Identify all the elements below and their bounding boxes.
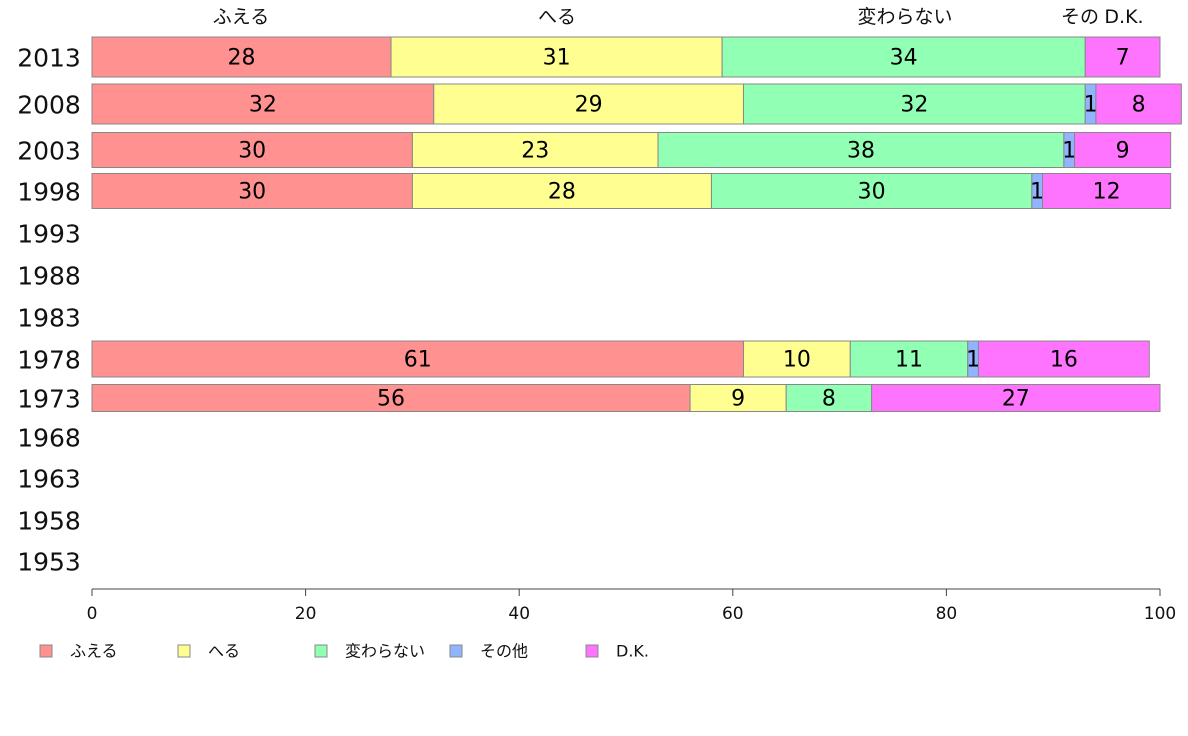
legend-swatch [449, 644, 463, 658]
x-tick-label: 40 [508, 604, 530, 624]
legend-swatch [177, 644, 191, 658]
legend-label: D.K. [616, 642, 649, 661]
legend-swatch [39, 644, 53, 658]
bar-value-label: 32 [900, 93, 928, 118]
bar-segment [1074, 132, 1172, 168]
bar-segment [871, 384, 1161, 412]
bar-segment [710, 173, 1033, 209]
bar-value-label: 30 [858, 180, 886, 205]
bar-value-label: 10 [783, 348, 811, 373]
legend-label: ふえる [70, 642, 118, 661]
bar-segment [742, 340, 851, 378]
bar-segment [91, 340, 744, 378]
top-category-label: 変わらない [857, 6, 952, 28]
year-label: 1953 [17, 548, 81, 577]
bar-value-label: 7 [1116, 46, 1130, 71]
bar-value-label: 1 [966, 348, 980, 373]
bar-value-label: 28 [228, 46, 256, 71]
bar-value-label: 27 [1002, 387, 1030, 412]
year-label: 1998 [17, 178, 81, 207]
bar-value-label: 9 [1116, 139, 1130, 164]
year-label: 1993 [17, 220, 81, 249]
bar-value-label: 38 [847, 139, 875, 164]
bar-segment [411, 173, 712, 209]
bar-value-label: 23 [521, 139, 549, 164]
bar-value-label: 1 [1030, 180, 1044, 205]
bar-value-label: 29 [575, 93, 603, 118]
year-label: 1968 [17, 424, 81, 453]
year-label: 2003 [17, 137, 81, 166]
bar-segment [433, 83, 744, 125]
bar-segment [1084, 36, 1161, 78]
year-label: 1978 [17, 346, 81, 375]
bar-segment [657, 132, 1065, 168]
bar-value-label: 1 [1062, 139, 1076, 164]
bar-segment [1042, 173, 1172, 209]
year-label: 1988 [17, 262, 81, 291]
top-category-label: D.K. [1104, 6, 1143, 28]
bar-value-label: 8 [1132, 93, 1146, 118]
x-tick-label: 100 [1144, 604, 1176, 624]
bar-segment [91, 173, 413, 209]
year-label: 2008 [17, 91, 81, 120]
year-label: 1958 [17, 507, 81, 536]
year-label: 2013 [17, 44, 81, 73]
bar-segment [785, 384, 873, 412]
top-category-label: へる [538, 6, 576, 28]
bar-value-label: 30 [238, 180, 266, 205]
bar-segment [91, 132, 413, 168]
bar-value-label: 30 [238, 139, 266, 164]
legend-swatch [314, 644, 328, 658]
year-label: 1983 [17, 304, 81, 333]
bar-value-label: 31 [543, 46, 571, 71]
legend-label: 変わらない [345, 642, 425, 661]
bar-segment [390, 36, 723, 78]
bar-segment [721, 36, 1086, 78]
legend-label: へる [208, 642, 240, 661]
bar-value-label: 9 [731, 387, 745, 412]
bar-value-label: 61 [404, 348, 432, 373]
bar-segment [849, 340, 969, 378]
x-tick-label: 60 [722, 604, 744, 624]
bar-value-label: 1 [1084, 93, 1098, 118]
bar-value-label: 28 [548, 180, 576, 205]
bar-value-label: 32 [249, 93, 277, 118]
bar-value-label: 11 [895, 348, 923, 373]
bar-value-label: 12 [1093, 180, 1121, 205]
x-tick-label: 20 [295, 604, 317, 624]
bar-segment [689, 384, 787, 412]
legend-label: その他 [480, 642, 528, 661]
top-category-label: ふえる [213, 6, 269, 28]
x-tick-label: 0 [87, 604, 98, 624]
legend-swatch [585, 644, 599, 658]
bar-segment [1095, 83, 1182, 125]
bar-value-label: 16 [1050, 348, 1078, 373]
bar-segment [91, 83, 435, 125]
bar-segment [91, 36, 392, 78]
top-category-label: その [1061, 6, 1099, 28]
bar-value-label: 56 [377, 387, 405, 412]
bar-segment [91, 384, 691, 412]
year-label: 1963 [17, 465, 81, 494]
bar-value-label: 8 [822, 387, 836, 412]
bar-segment [977, 340, 1150, 378]
x-tick-label: 80 [936, 604, 958, 624]
bar-value-label: 34 [890, 46, 918, 71]
bar-segment [742, 83, 1086, 125]
year-label: 1973 [17, 385, 81, 414]
